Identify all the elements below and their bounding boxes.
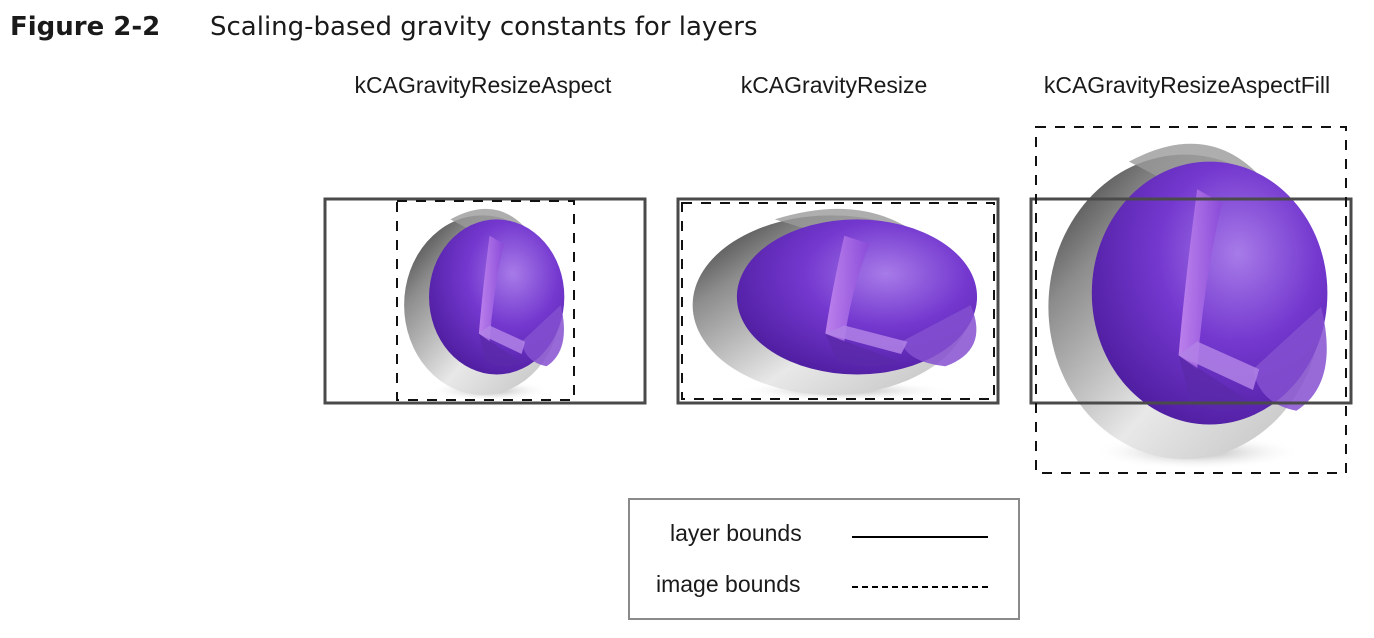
layer-bounds-rect bbox=[323, 197, 647, 405]
panel-resize-aspect-fill bbox=[1029, 126, 1353, 474]
image-bounds-rect bbox=[396, 200, 575, 401]
sphere-image-resize-aspect bbox=[404, 208, 565, 401]
panel-resize bbox=[676, 197, 1000, 405]
legend-layer-bounds-label: layer bounds bbox=[670, 520, 802, 546]
panel-label-resize-aspect: kCAGravityResizeAspect bbox=[354, 72, 612, 98]
sphere-image-resize bbox=[692, 208, 978, 401]
layer-bounds-rect bbox=[1029, 197, 1353, 405]
legend: layer bounds image bounds bbox=[628, 498, 1020, 620]
figure-title: Scaling-based gravity constants for laye… bbox=[210, 12, 758, 42]
layer-bounds-rect bbox=[676, 197, 1000, 405]
image-bounds-rect bbox=[1035, 126, 1347, 474]
panel-resize-aspect bbox=[323, 197, 647, 405]
figure-number: Figure 2-2 bbox=[10, 12, 161, 42]
panel-label-resize: kCAGravityResize bbox=[740, 72, 928, 98]
legend-solid-line bbox=[852, 536, 988, 538]
legend-dashed-line bbox=[852, 586, 988, 588]
panel-label-resize-aspect-fill: kCAGravityResizeAspectFill bbox=[1043, 72, 1331, 98]
image-bounds-rect bbox=[681, 202, 995, 400]
legend-image-bounds-label: image bounds bbox=[656, 571, 801, 597]
sphere-image-resize-aspect-fill bbox=[1048, 143, 1328, 470]
